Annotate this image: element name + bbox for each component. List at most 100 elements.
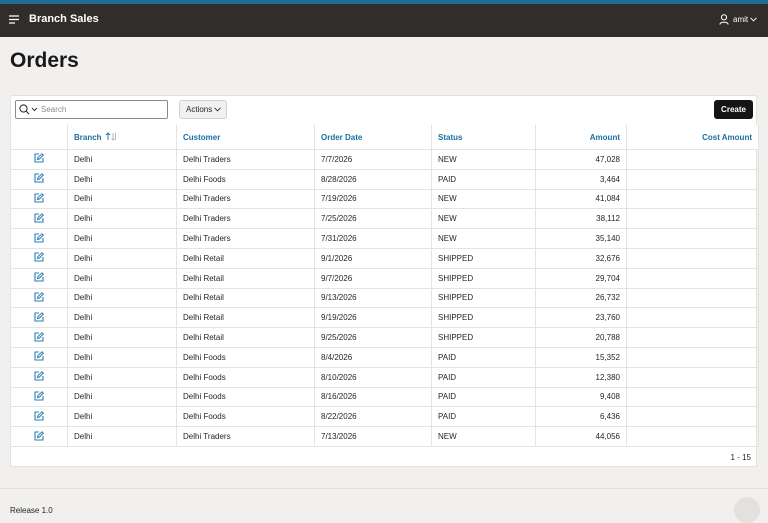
table-body: Delhi Delhi Traders 7/7/2026 NEW 47,028 Delhi… (10, 149, 759, 447)
table-row: Delhi Delhi Retail 9/7/2026 SHIPPED 29,704 (10, 267, 759, 289)
table-cell: 44,056 (535, 426, 627, 447)
table-cell: 9/13/2026 (314, 287, 432, 309)
edit-cell[interactable] (10, 287, 68, 309)
edit-cell[interactable] (10, 346, 68, 368)
edit-icon[interactable] (34, 351, 45, 361)
user-menu[interactable]: amit (733, 15, 749, 24)
empty-cell (626, 208, 759, 230)
actions-button[interactable]: Actions (179, 100, 227, 119)
table-cell: Delhi (67, 208, 177, 230)
edit-cell[interactable] (10, 406, 68, 428)
edit-icon[interactable] (34, 272, 45, 282)
empty-cell (626, 267, 759, 289)
edit-icon[interactable] (34, 331, 45, 342)
orders-table: Branch Customer Order Date Status Amount Cost… (10, 125, 759, 447)
edit-cell[interactable] (10, 168, 68, 190)
table-cell: Delhi Retail (176, 267, 315, 289)
table-cell: 35,140 (535, 228, 627, 249)
table-cell: 7/13/2026 (314, 426, 432, 447)
empty-cell (626, 327, 759, 348)
search-placeholder[interactable]: Search (41, 105, 67, 114)
table-cell: 26,732 (535, 287, 627, 309)
table-cell: PAID (431, 168, 536, 190)
table-row: Delhi Delhi Foods 8/10/2026 PAID 12,380 (10, 366, 759, 388)
table-cell: Delhi Retail (176, 247, 315, 269)
edit-cell[interactable] (10, 149, 68, 170)
table-cell: Delhi Foods (176, 168, 315, 190)
scroll-top-button[interactable] (734, 497, 760, 523)
table-row: Delhi Delhi Retail 9/1/2026 SHIPPED 32,676 (10, 247, 759, 269)
table-cell: 7/7/2026 (314, 149, 432, 170)
table-cell: SHIPPED (431, 327, 536, 348)
table-cell: Delhi (67, 149, 177, 170)
table-cell: Delhi (67, 228, 177, 249)
table-cell: PAID (431, 366, 536, 388)
actions-label[interactable]: Actions (186, 105, 213, 114)
edit-cell[interactable] (10, 307, 68, 329)
edit-icon[interactable] (34, 371, 45, 381)
edit-cell[interactable] (10, 188, 68, 210)
table-row: Delhi Delhi Retail 9/19/2026 SHIPPED 23,760 (10, 307, 759, 329)
table-cell: 3,464 (535, 168, 627, 190)
edit-cell[interactable] (10, 366, 68, 388)
table-cell: 8/22/2026 (314, 406, 432, 428)
edit-icon[interactable] (34, 391, 45, 401)
edit-cell[interactable] (10, 426, 68, 447)
edit-cell[interactable] (10, 247, 68, 269)
empty-cell (626, 307, 759, 329)
table-cell: NEW (431, 149, 536, 170)
menu-button[interactable] (9, 15, 20, 24)
edit-cell[interactable] (10, 267, 68, 289)
column-label[interactable]: Branch (74, 133, 102, 142)
column-header[interactable]: Branch (67, 125, 177, 150)
table-cell: NEW (431, 228, 536, 249)
accent-stripe (0, 0, 768, 4)
column-header[interactable]: Status (431, 125, 536, 150)
table-cell: 20,788 (535, 327, 627, 348)
table-cell: 7/31/2026 (314, 228, 432, 249)
edit-cell[interactable] (10, 228, 68, 249)
edit-icon[interactable] (34, 193, 45, 203)
table-cell: Delhi (67, 247, 177, 269)
search-icon[interactable] (19, 104, 39, 115)
empty-cell (626, 228, 759, 249)
user-icon[interactable] (719, 14, 729, 25)
edit-cell[interactable] (10, 208, 68, 230)
table-cell: 32,676 (535, 247, 627, 269)
edit-cell[interactable] (10, 386, 68, 408)
user-chevron[interactable] (750, 17, 757, 22)
edit-icon[interactable] (34, 292, 45, 302)
column-header[interactable]: Order Date (314, 125, 432, 150)
table-cell: 15,352 (535, 346, 627, 368)
table-cell: Delhi Traders (176, 208, 315, 230)
search-box[interactable] (15, 100, 168, 119)
app-title[interactable]: Branch Sales (29, 13, 99, 25)
create-button[interactable]: Create (714, 100, 753, 119)
column-header[interactable]: Amount (535, 125, 627, 150)
column-header[interactable]: Customer (176, 125, 315, 150)
table-cell: 9,408 (535, 386, 627, 408)
sort-icon[interactable] (105, 132, 117, 141)
empty-cell (626, 386, 759, 408)
edit-icon[interactable] (34, 153, 45, 163)
table-cell: 8/4/2026 (314, 346, 432, 368)
edit-icon[interactable] (34, 410, 45, 421)
table-cell: Delhi (67, 168, 177, 190)
header-row: Branch Customer Order Date Status Amount Cost… (10, 125, 759, 150)
edit-icon[interactable] (34, 252, 45, 262)
table-row: Delhi Delhi Foods 8/28/2026 PAID 3,464 (10, 168, 759, 190)
edit-icon[interactable] (34, 311, 45, 322)
edit-icon[interactable] (34, 232, 45, 243)
edit-icon[interactable] (34, 430, 45, 441)
empty-cell (626, 287, 759, 309)
column-header[interactable]: Cost Amount (626, 125, 759, 150)
edit-icon[interactable] (34, 212, 45, 223)
edit-cell[interactable] (10, 327, 68, 348)
empty-cell (626, 406, 759, 428)
table-row: Delhi Delhi Traders 7/25/2026 NEW 38,112 (10, 208, 759, 230)
table-cell: NEW (431, 208, 536, 230)
table-cell: 41,084 (535, 188, 627, 210)
edit-icon[interactable] (34, 173, 45, 183)
empty-cell (626, 247, 759, 269)
